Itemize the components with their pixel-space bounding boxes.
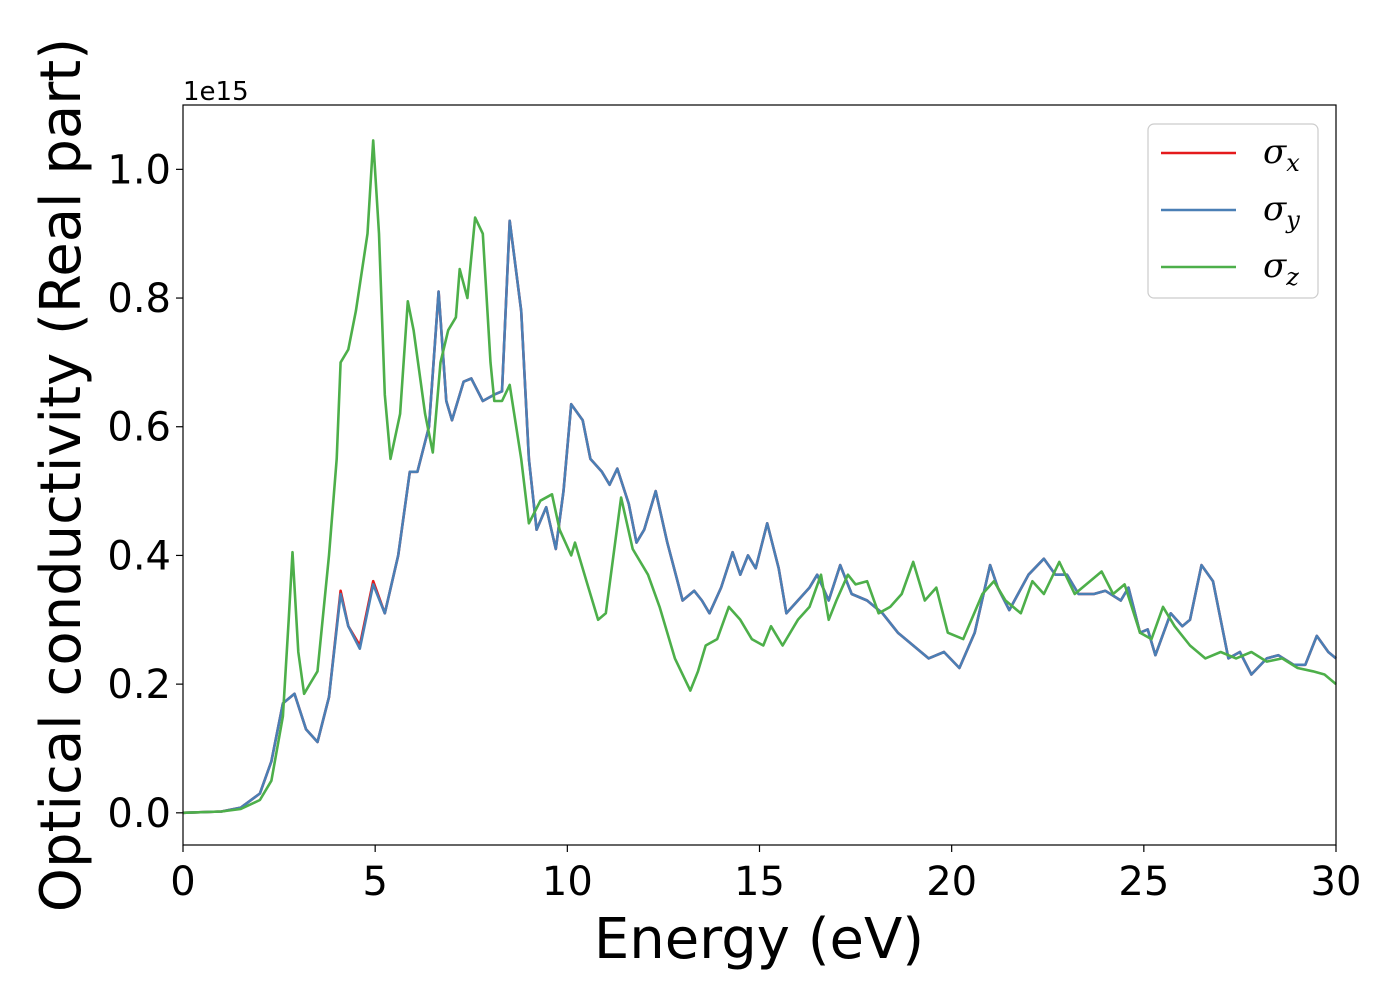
x-tick-label: 25 [1118, 859, 1169, 905]
legend-symbol: σ [1263, 132, 1287, 172]
y-tick-label: 0.6 [107, 405, 171, 451]
x-tick-label: 0 [170, 859, 195, 905]
y-tick-label: 0.8 [107, 276, 171, 322]
y-tick-label: 1.0 [107, 147, 171, 193]
y-axis: 0.0 0.2 0.4 0.6 0.8 1.0 [107, 147, 183, 837]
x-tick-label: 15 [734, 859, 785, 905]
series-line-z [182, 139, 1337, 815]
y-axis-title: Optical conductivity (Real part) [29, 38, 94, 912]
legend-subscript: y [1285, 206, 1300, 234]
series-line-y [182, 219, 1337, 815]
x-tick-label: 10 [542, 859, 593, 905]
legend-label-z: σz [1263, 246, 1299, 291]
legend-subscript: z [1285, 263, 1299, 291]
x-tick-label: 30 [1311, 859, 1362, 905]
legend-symbol: σ [1263, 246, 1287, 286]
y-offset-text: 1e15 [183, 77, 249, 107]
legend-label-x: σx [1263, 132, 1300, 177]
legend-label-y: σy [1263, 189, 1300, 234]
y-tick-label: 0.2 [107, 662, 171, 708]
series-layer [182, 139, 1337, 815]
x-axis-title: Energy (eV) [594, 907, 924, 972]
x-tick-label: 20 [926, 859, 977, 905]
x-axis: 0 5 10 15 20 25 30 [170, 845, 1361, 905]
y-tick-label: 0.4 [107, 533, 171, 579]
y-tick-label: 0.0 [107, 791, 171, 837]
legend-symbol: σ [1263, 189, 1287, 229]
x-tick-label: 5 [362, 859, 387, 905]
legend-subscript: x [1286, 149, 1300, 177]
